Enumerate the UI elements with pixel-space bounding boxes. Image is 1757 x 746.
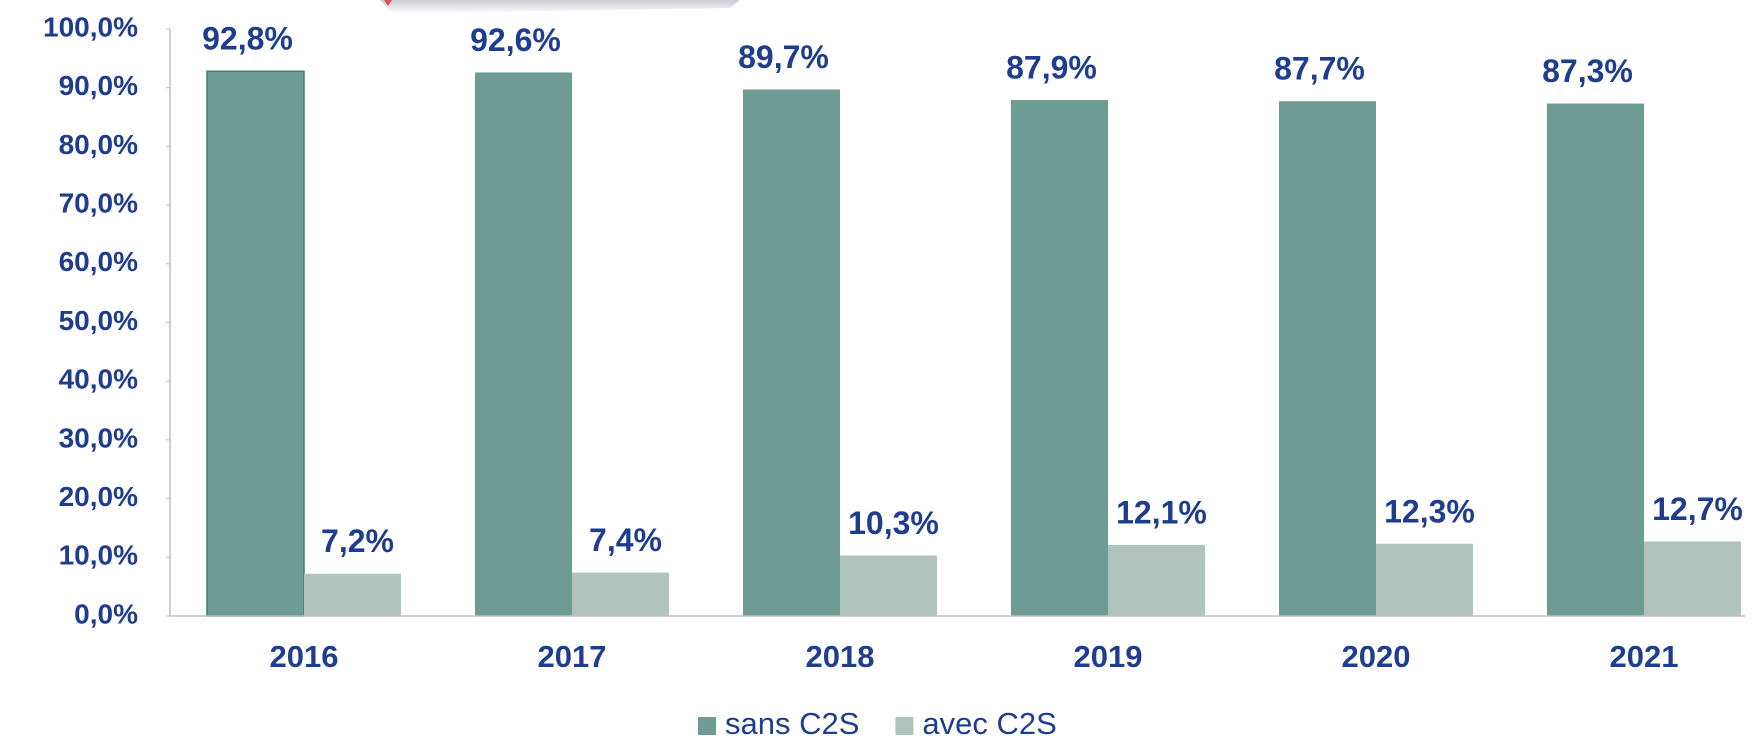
bar bbox=[304, 573, 401, 616]
bar bbox=[1011, 100, 1108, 617]
data-label: 7,2% bbox=[321, 523, 394, 559]
y-tick-label: 70,0% bbox=[59, 187, 138, 218]
y-tick-label: 50,0% bbox=[59, 305, 138, 336]
decoration bbox=[384, 0, 392, 6]
x-tick-label: 2017 bbox=[538, 639, 607, 674]
data-label: 92,6% bbox=[470, 22, 561, 58]
data-label: 87,3% bbox=[1542, 53, 1633, 89]
y-tick-label: 60,0% bbox=[59, 246, 138, 277]
data-label: 87,9% bbox=[1006, 49, 1097, 85]
bar bbox=[840, 555, 937, 616]
data-label: 89,7% bbox=[738, 39, 829, 75]
bar bbox=[1376, 543, 1473, 616]
bar bbox=[1108, 544, 1205, 616]
legend-label: avec C2S bbox=[922, 706, 1056, 741]
data-label: 10,3% bbox=[848, 505, 939, 541]
y-tick-label: 30,0% bbox=[59, 422, 138, 453]
y-tick-label: 40,0% bbox=[59, 364, 138, 395]
legend-swatch bbox=[895, 717, 914, 735]
data-label: 87,7% bbox=[1274, 51, 1365, 87]
data-label: 12,1% bbox=[1116, 494, 1207, 530]
bar bbox=[1547, 103, 1644, 616]
y-tick-label: 10,0% bbox=[59, 540, 138, 571]
y-tick-label: 90,0% bbox=[59, 70, 138, 101]
bar bbox=[1644, 541, 1741, 616]
legend-label: sans C2S bbox=[725, 706, 859, 741]
bar bbox=[206, 70, 305, 617]
decoration bbox=[380, 0, 740, 14]
x-tick-label: 2018 bbox=[806, 639, 875, 674]
data-label: 12,7% bbox=[1652, 491, 1743, 527]
legend-swatch bbox=[698, 717, 716, 735]
data-label: 12,3% bbox=[1384, 493, 1475, 529]
bar bbox=[572, 572, 669, 616]
data-label: 7,4% bbox=[589, 522, 662, 558]
x-tick-label: 2020 bbox=[1342, 639, 1411, 674]
x-tick-label: 2019 bbox=[1074, 639, 1143, 674]
y-tick-label: 100,0% bbox=[43, 11, 138, 42]
bar bbox=[743, 89, 840, 616]
y-tick-label: 0,0% bbox=[74, 598, 138, 629]
y-tick-label: 80,0% bbox=[59, 129, 138, 160]
bar bbox=[1279, 101, 1376, 617]
data-label: 92,8% bbox=[202, 21, 293, 57]
x-tick-label: 2021 bbox=[1610, 639, 1679, 674]
x-tick-label: 2016 bbox=[270, 639, 339, 674]
y-tick-label: 20,0% bbox=[59, 481, 138, 512]
bar bbox=[475, 72, 572, 617]
